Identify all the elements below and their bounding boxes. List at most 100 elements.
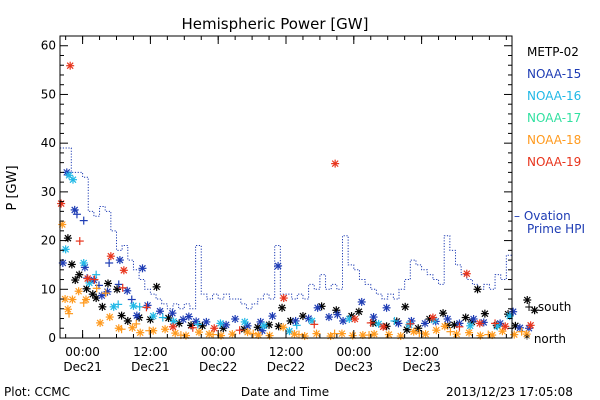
x-tick-label-time: 00:00 [65,345,100,359]
data-point [291,316,300,325]
data-point [132,319,141,328]
data-point [466,321,475,330]
x-tick-label-time: 12:00 [404,345,439,359]
data-point [366,318,375,327]
data-point [105,258,114,267]
ovation-hpi-line [60,147,512,310]
data-point [193,320,202,329]
data-point [158,313,167,322]
data-point [71,276,80,285]
data-point [74,287,83,296]
data-point [259,321,268,330]
data-point [66,61,75,70]
data-point [313,303,322,312]
data-point [92,270,101,279]
data-point [332,306,341,315]
data-point [469,315,478,324]
data-point [406,319,415,328]
data-point [117,311,126,320]
data-point [123,286,132,295]
data-point [369,313,378,322]
data-point [446,327,455,336]
legend-marker-south: + south [524,300,571,314]
data-point [127,295,136,304]
data-point [188,323,197,332]
data-point [310,320,319,329]
data-point [222,320,231,329]
data-point [300,332,309,341]
data-point [103,287,112,296]
data-point [79,216,88,225]
data-point [268,312,277,321]
data-point [161,325,170,334]
data-point [169,322,177,331]
data-point [168,309,177,318]
data-point [79,298,88,307]
data-point [509,307,518,316]
data-point [231,315,240,324]
y-tick-label: 20 [41,234,56,248]
data-point [115,256,124,265]
data-point [142,303,151,312]
data-point [68,295,77,304]
data-point [331,159,340,168]
data-point [156,307,165,316]
data-point [350,315,359,324]
data-point [98,302,107,311]
data-point [106,252,115,261]
data-point [129,301,138,310]
x-tick-label-date: Dec22 [199,360,238,374]
data-point [132,311,141,320]
x-tick-label-date: Dec21 [131,360,170,374]
data-point [440,322,449,331]
legend-item: METP-02 [527,45,579,59]
data-point [113,285,122,294]
data-point [357,297,366,306]
data-point [526,321,535,330]
data-point [123,316,132,325]
data-point [202,317,211,326]
x-tick-label-date: Dec22 [267,360,306,374]
legend-item: NOAA-15 [527,67,581,81]
data-point [420,319,429,328]
data-point [510,330,519,339]
data-point [101,289,110,298]
data-point [279,294,288,303]
ovation-hpi-path [60,147,512,310]
x-tick-label-time: 12:00 [269,345,304,359]
data-point [294,330,303,339]
data-point [79,258,88,267]
legend-item: NOAA-19 [527,155,581,169]
data-point [414,324,423,333]
data-point [461,313,470,322]
data-points [57,61,539,341]
x-tick-label-date: Dec23 [335,360,374,374]
y-tick-label: 30 [41,185,56,199]
data-point [337,329,346,338]
legend-ovation-line1: – Ovation [514,209,571,223]
data-point [184,312,193,321]
data-point [480,309,489,318]
y-tick-label: 10 [41,282,56,296]
data-point [253,323,262,332]
data-point [65,309,74,318]
data-point [421,330,430,339]
data-point [96,318,105,327]
x-tick-label-time: 00:00 [201,345,236,359]
footer-plot-credit: Plot: CCMC [4,385,70,399]
x-tick-label-date: Dec23 [402,360,441,374]
data-point [443,315,452,324]
x-tick-label-date: Dec21 [63,360,102,374]
data-point [58,220,67,229]
data-point [63,305,72,314]
data-point [105,313,114,322]
data-point [374,319,383,328]
data-point [339,316,348,325]
data-point [128,323,137,332]
legend-marker-north: * north [524,332,566,346]
data-point [75,270,84,279]
data-point [235,326,244,335]
axes: 010203040506000:00Dec2112:00Dec2100:00De… [41,35,513,374]
x-tick-label-time: 00:00 [337,345,372,359]
data-point [85,278,94,287]
